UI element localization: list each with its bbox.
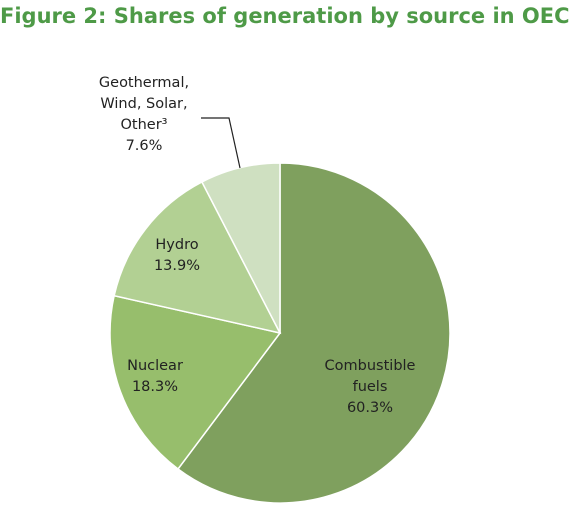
chart-title: Figure 2: Shares of generation by source…	[0, 4, 570, 28]
value-label: 60.3%	[346, 400, 394, 416]
slice-label: Hydro 13.9%	[127, 235, 227, 277]
value-label: 7.6%	[125, 138, 163, 154]
category-label: Geothermal, Wind, Solar, Other³	[98, 75, 190, 133]
category-label: Combustible fuels	[324, 358, 416, 395]
pie-slice	[109, 294, 282, 471]
pie-slice	[176, 162, 451, 504]
slice-label: Nuclear 18.3%	[105, 356, 205, 398]
value-label: 13.9%	[153, 258, 201, 274]
category-label: Nuclear	[127, 358, 183, 374]
pie-slice	[113, 180, 282, 335]
slice-label: Geothermal, Wind, Solar, Other³ 7.6%	[88, 73, 200, 157]
value-label: 18.3%	[131, 379, 179, 395]
slice-label: Combustible fuels 60.3%	[315, 356, 425, 419]
category-label: Hydro	[155, 237, 199, 253]
leader-line	[201, 117, 241, 169]
